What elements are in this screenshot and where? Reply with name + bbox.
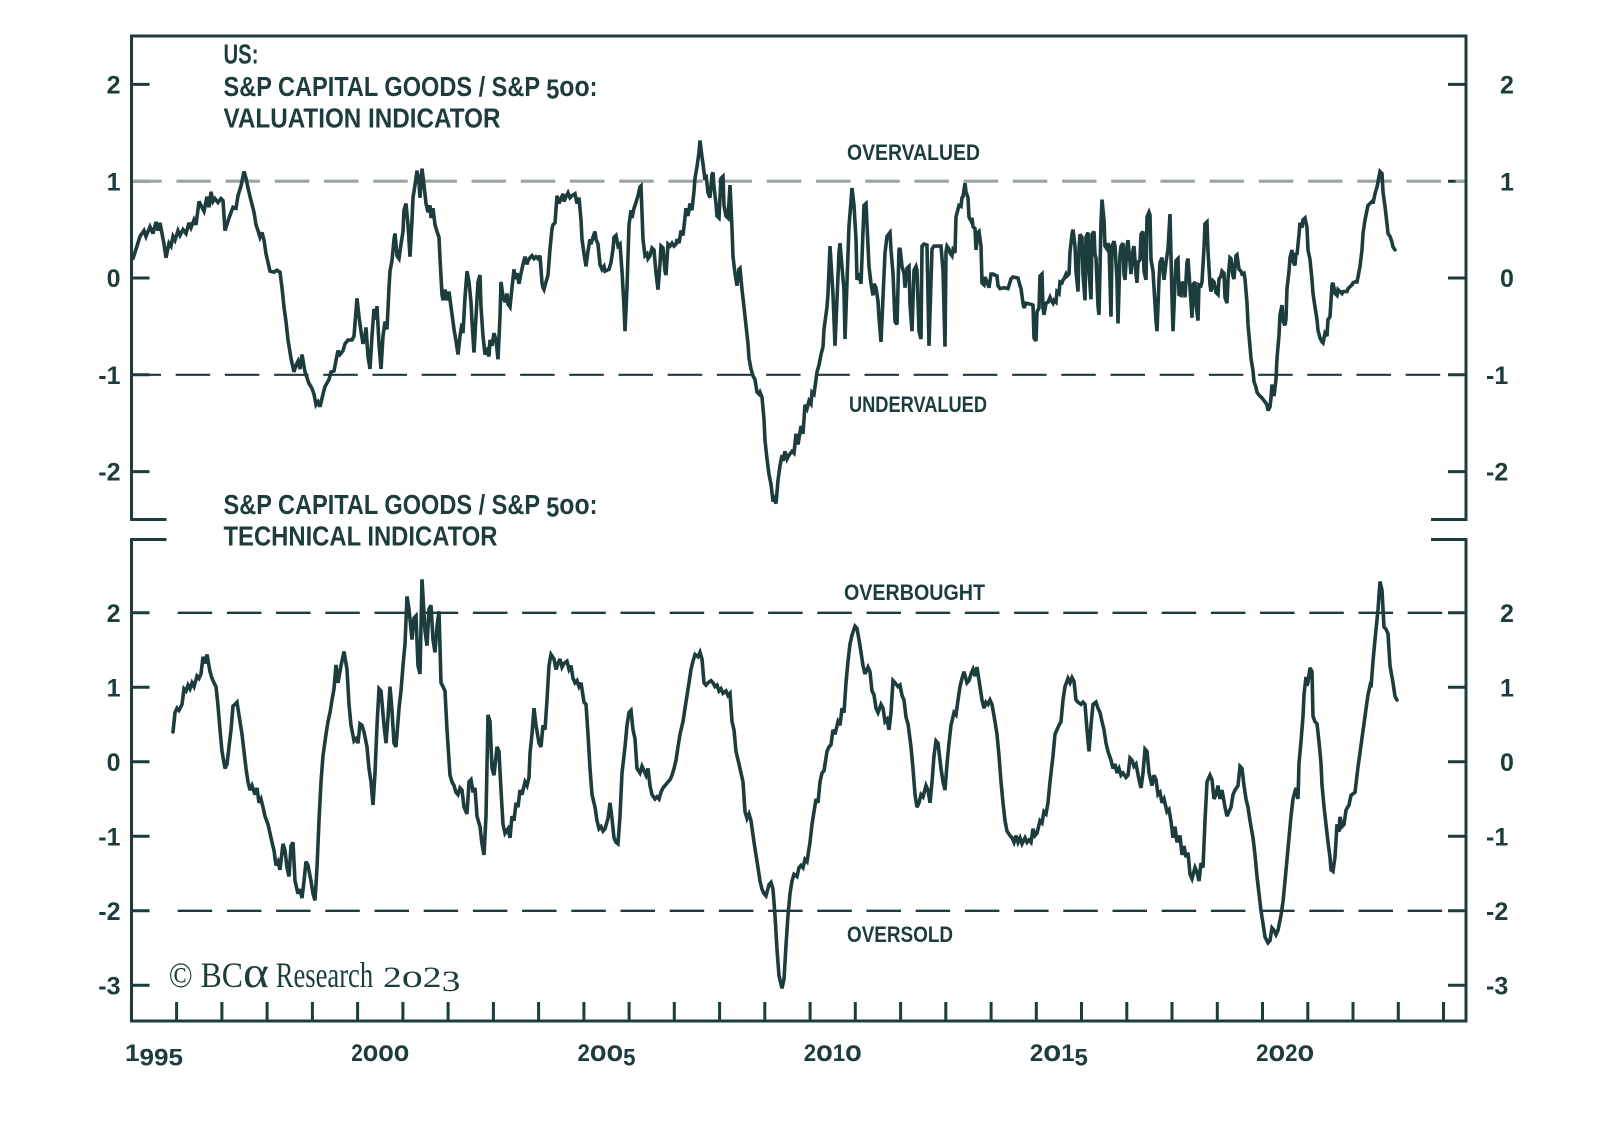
svg-text:2oo5: 2oo5 — [578, 1035, 636, 1072]
svg-text:US:: US: — [224, 39, 259, 70]
svg-text:2: 2 — [1500, 600, 1514, 628]
svg-text:2: 2 — [107, 72, 121, 100]
svg-text:-3: -3 — [1486, 972, 1508, 1000]
svg-text:VALUATION INDICATOR: VALUATION INDICATOR — [224, 103, 501, 134]
svg-text:-2: -2 — [1486, 459, 1508, 487]
svg-text:-3: -3 — [98, 972, 120, 1000]
svg-text:OVERSOLD: OVERSOLD — [847, 922, 953, 947]
svg-text:1: 1 — [1500, 674, 1514, 702]
svg-text:1: 1 — [107, 168, 121, 196]
svg-text:UNDERVALUED: UNDERVALUED — [849, 392, 987, 417]
svg-text:-1: -1 — [1486, 823, 1508, 851]
svg-text:© BC: © BC — [169, 956, 243, 995]
svg-text:-1: -1 — [1486, 362, 1508, 390]
svg-text:-2: -2 — [98, 459, 120, 487]
svg-text:-2: -2 — [1486, 898, 1508, 926]
svg-text:1: 1 — [1500, 168, 1514, 196]
svg-text:2: 2 — [107, 600, 121, 628]
svg-text:1: 1 — [107, 674, 121, 702]
svg-text:0: 0 — [107, 265, 121, 293]
svg-text:1995: 1995 — [125, 1040, 183, 1072]
svg-text:2o23: 2o23 — [383, 958, 460, 998]
svg-text:TECHNICAL INDICATOR: TECHNICAL INDICATOR — [224, 520, 498, 551]
svg-text:α: α — [243, 948, 269, 997]
svg-text:S&P CAPITAL GOODS / S&P 5oo:: S&P CAPITAL GOODS / S&P 5oo: — [224, 71, 598, 105]
svg-text:OVERVALUED: OVERVALUED — [847, 140, 980, 165]
svg-text:2o15: 2o15 — [1030, 1035, 1088, 1072]
svg-text:2o1o: 2o1o — [804, 1035, 862, 1068]
svg-text:2ooo: 2ooo — [351, 1035, 409, 1068]
svg-text:Research: Research — [276, 955, 373, 995]
svg-text:-1: -1 — [98, 362, 120, 390]
svg-text:2o2o: 2o2o — [1256, 1035, 1314, 1068]
svg-text:2: 2 — [1500, 72, 1514, 100]
svg-text:S&P CAPITAL GOODS / S&P 5oo:: S&P CAPITAL GOODS / S&P 5oo: — [224, 489, 598, 523]
svg-text:0: 0 — [1500, 265, 1514, 293]
svg-text:0: 0 — [107, 749, 121, 777]
svg-text:0: 0 — [1500, 749, 1514, 777]
svg-text:-2: -2 — [98, 898, 120, 926]
svg-text:-1: -1 — [98, 823, 120, 851]
svg-text:OVERBOUGHT: OVERBOUGHT — [844, 580, 985, 605]
